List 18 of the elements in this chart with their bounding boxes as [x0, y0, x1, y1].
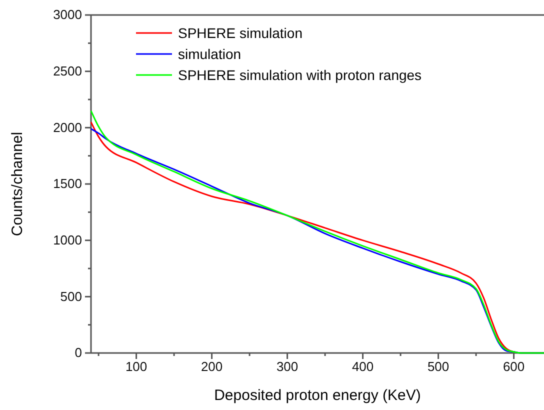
y-tick-label: 2500	[53, 63, 82, 78]
y-tick-label: 0	[74, 345, 82, 360]
x-tick-label: 200	[200, 359, 223, 374]
x-tick-label: 400	[352, 359, 374, 374]
y-tick-label: 3000	[53, 7, 82, 22]
x-tick-label: 600	[502, 359, 525, 374]
legend-label: simulation	[178, 46, 242, 62]
y-tick-label: 500	[60, 288, 82, 304]
y-axis-title: Counts/channel	[9, 132, 26, 236]
x-tick-label: 100	[125, 359, 148, 374]
legend-label: SPHERE simulation with proton ranges	[178, 67, 422, 83]
legend-label: SPHERE simulation	[178, 25, 302, 41]
y-tick-label: 1500	[53, 176, 82, 192]
y-tick-label: 2000	[53, 120, 82, 135]
y-tick-label: 1000	[53, 232, 82, 248]
x-tick-label: 300	[276, 359, 298, 374]
x-tick-label: 500	[427, 359, 450, 374]
x-axis-title: Deposited proton energy (KeV)	[214, 387, 421, 404]
